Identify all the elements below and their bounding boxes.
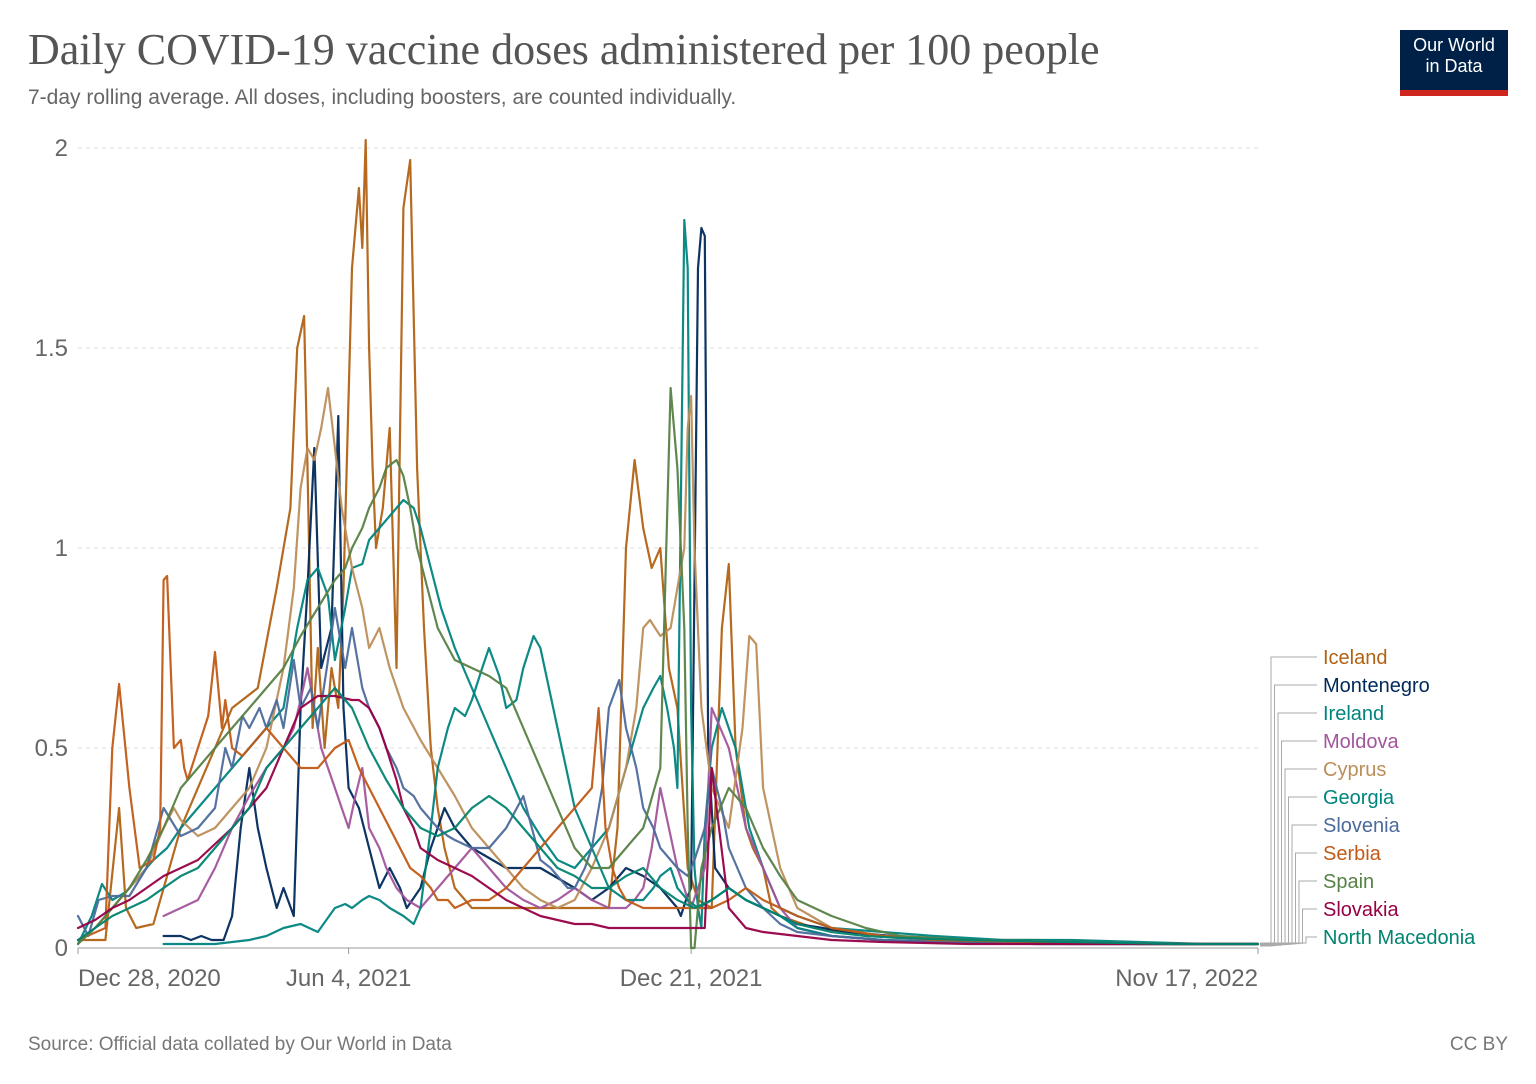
y-tick-label-1: 1 bbox=[55, 535, 68, 562]
x-tick-label-dec-28-2020: Dec 28, 2020 bbox=[78, 965, 221, 992]
legend-label-montenegro: Montenegro bbox=[1323, 675, 1430, 697]
series-line-iceland bbox=[76, 138, 1260, 946]
series-lines bbox=[76, 138, 1260, 950]
legend-label-spain: Spain bbox=[1323, 871, 1374, 893]
series-line-ireland bbox=[76, 218, 1260, 946]
series-line-north-macedonia bbox=[76, 686, 1260, 946]
logo-line-1: Our World bbox=[1413, 35, 1495, 55]
x-tick-label-dec-21-2021: Dec 21, 2021 bbox=[620, 965, 763, 992]
legend-label-georgia: Georgia bbox=[1323, 787, 1395, 809]
series-line-montenegro bbox=[162, 226, 1260, 946]
series-line-serbia bbox=[76, 574, 1260, 946]
source-note: Source: Official data collated by Our Wo… bbox=[28, 1034, 452, 1055]
logo-accent-bar bbox=[1400, 90, 1508, 96]
legend-label-iceland: Iceland bbox=[1323, 647, 1388, 669]
legend-label-slovakia: Slovakia bbox=[1323, 899, 1399, 921]
logo-line-2: in Data bbox=[1425, 56, 1483, 76]
series-line-cyprus bbox=[76, 386, 1260, 946]
series-line-slovenia bbox=[76, 606, 1260, 946]
axes: 0 0.5 1 1.5 2 Dec 28, 2020 Jun 4, 2021 Dec 21, … bbox=[35, 135, 1259, 992]
x-tick-label-nov-17-2022: Nov 17, 2022 bbox=[1115, 965, 1258, 992]
legend-connector-north-macedonia bbox=[1260, 936, 1317, 944]
chart-title: Daily COVID-19 vaccine doses administere… bbox=[28, 25, 1100, 74]
chart-subtitle: 7-day rolling average. All doses, includ… bbox=[28, 86, 737, 109]
legend-label-serbia: Serbia bbox=[1323, 843, 1382, 865]
legend-label-slovenia: Slovenia bbox=[1323, 815, 1401, 837]
legend-label-north-macedonia: North Macedonia bbox=[1323, 927, 1476, 949]
y-tick-label-1-5: 1.5 bbox=[35, 335, 68, 362]
series-line-spain bbox=[76, 386, 1260, 950]
legend: Iceland Montenegro Ireland Moldova Cyprus Geo… bbox=[1260, 647, 1476, 949]
legend-connector-georgia bbox=[1260, 796, 1317, 945]
series-line-moldova bbox=[162, 666, 1260, 946]
y-tick-label-0: 0 bbox=[55, 935, 68, 962]
license-link[interactable]: CC BY bbox=[1449, 1034, 1508, 1055]
legend-label-ireland: Ireland bbox=[1323, 703, 1384, 725]
owid-logo[interactable]: Our World in Data bbox=[1400, 30, 1508, 96]
y-tick-label-2: 2 bbox=[55, 135, 68, 162]
legend-label-cyprus: Cyprus bbox=[1323, 759, 1386, 781]
y-tick-label-0-5: 0.5 bbox=[35, 735, 68, 762]
legend-label-moldova: Moldova bbox=[1323, 731, 1399, 753]
x-tick-label-jun-4-2021: Jun 4, 2021 bbox=[286, 965, 411, 992]
